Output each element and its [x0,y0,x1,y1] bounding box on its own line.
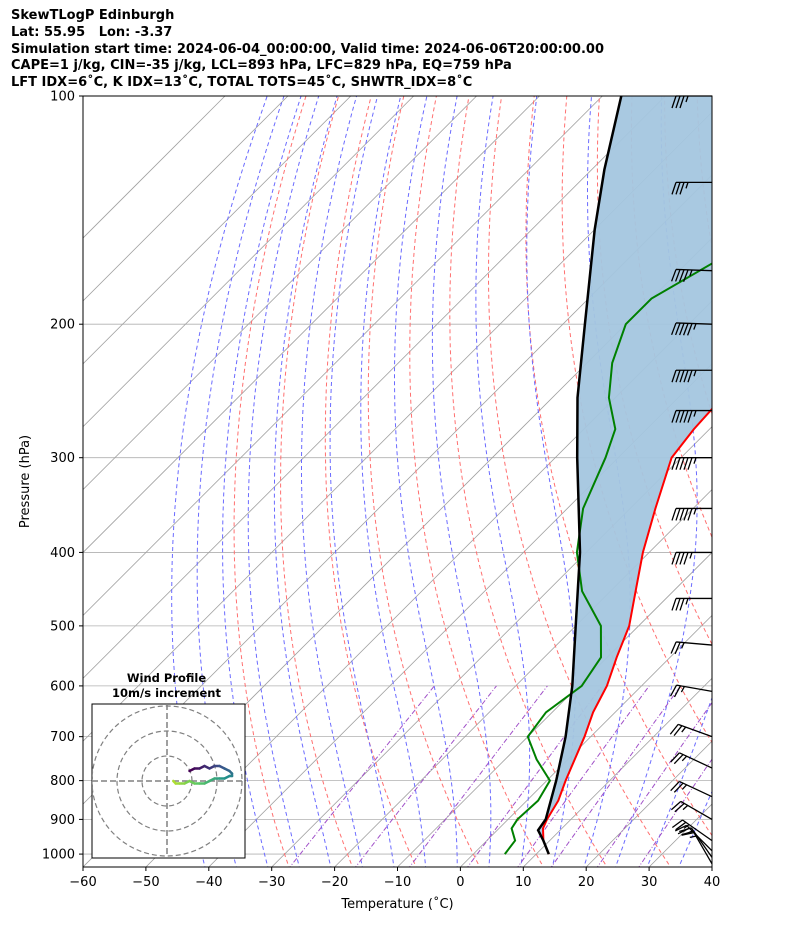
moist-adiabat [301,96,363,867]
temperature-profile [541,407,712,855]
isotherm-line [83,96,603,616]
moist-adiabat [360,96,427,867]
moist-adiabat [475,96,531,867]
mixing-ratio-line [408,685,548,867]
x-tick-label: −10 [384,875,411,890]
isotherm-line [83,96,477,491]
x-tick-label: −30 [258,875,285,890]
mixing-ratio-line [596,701,712,867]
y-tick-label: 300 [50,451,75,466]
dry-adiabat [762,96,794,870]
x-tick-label: 40 [704,875,721,890]
y-axis-label: Pressure (hPa) [18,435,33,528]
wind-barb [670,322,713,336]
wind-barb [671,597,712,611]
x-tick-label: 0 [456,875,464,890]
y-tick-label: 700 [50,730,75,745]
isotherm-line [83,96,666,679]
chart-header: SkewTLogP Edinburgh Lat: 55.95 Lon: -3.3… [11,8,604,92]
dry-adiabat [488,96,672,867]
dry-adiabat [233,96,307,867]
isotherm-line [334,489,712,867]
wind-barb [670,780,713,798]
y-tick-label: 900 [50,813,75,828]
x-tick-label: 10 [515,875,532,890]
dewpoint-profile [504,262,712,855]
hodograph-title: Wind Profile [127,671,207,685]
chart-title: SkewTLogP Edinburgh [11,8,175,23]
x-axis-label: Temperature (˚C) [340,896,453,912]
wind-barb [674,824,713,852]
wind-barb [670,752,713,769]
isotherm-line [523,677,712,867]
moist-adiabat [431,96,492,867]
x-tick-label: −40 [195,875,222,890]
isotherm-line [83,96,289,302]
y-tick-label: 1000 [42,848,75,863]
wind-barb [681,832,713,865]
moist-adiabat [646,696,712,867]
wind-barb [671,551,712,565]
x-tick-label: 30 [641,875,658,890]
y-tick-label: 800 [50,774,75,789]
stability-indices-line: LFT IDX=6˚C, K IDX=13˚C, TOTAL TOTS=45˚C… [11,75,473,91]
x-tick-label: −60 [69,875,96,890]
dry-adiabat [324,96,417,867]
moist-adiabat [678,790,712,867]
moist-adiabat [709,862,712,867]
x-tick-label: −20 [321,875,348,890]
y-tick-label: 200 [50,318,75,333]
moist-adiabat [615,96,698,867]
wind-barb [671,409,712,423]
hodograph-segment [172,779,177,785]
moist-adiabat [196,96,285,867]
wind-barb [671,819,713,842]
wind-barb [670,268,713,282]
wind-barb [669,684,713,698]
wind-barb [671,507,712,521]
dry-adiabat [367,96,481,867]
isotherm-line [83,96,414,428]
dry-adiabat [525,96,712,837]
isotherm-line [460,614,712,867]
wind-barb [670,641,713,655]
wind-barb [671,457,712,470]
wind-barb [671,369,712,383]
isotherm-line [711,866,712,867]
cape-shading [538,96,712,855]
wind-barb [669,723,713,738]
wind-barb [671,181,712,195]
mixing-ratio-line [289,685,435,867]
moist-adiabat [273,96,338,867]
x-tick-label: −50 [132,875,159,890]
y-tick-label: 100 [50,90,75,105]
mixing-ratio-line [517,685,650,867]
isotherm-line [145,300,712,867]
mixing-ratio-line [550,685,682,867]
convective-params-line: CAPE=1 j/kg, CIN=-35 j/kg, LCL=893 hPa, … [11,58,512,74]
dry-adiabat [449,96,608,867]
x-tick-label: 20 [578,875,595,890]
y-tick-label: 400 [50,546,75,561]
time-line: Simulation start time: 2024-06-04_00:00:… [11,41,604,57]
isotherm-line [83,96,352,365]
isotherm-line [83,96,226,239]
isotherm-line [83,96,540,554]
isotherm-line [397,551,712,867]
parcel-profile [536,96,623,855]
moist-adiabat [583,96,631,867]
moist-adiabat [171,96,268,867]
y-tick-label: 500 [50,619,75,634]
wind-barb [670,800,713,820]
y-tick-label: 600 [50,679,75,694]
dry-adiabat [730,96,794,870]
location-line: Lat: 55.95 Lon: -3.37 [11,24,173,40]
mixing-ratio-line [354,685,497,867]
hodograph-subtitle: 10m/s increment [112,686,221,700]
dry-adiabat [280,96,354,867]
dry-adiabat [409,96,544,867]
